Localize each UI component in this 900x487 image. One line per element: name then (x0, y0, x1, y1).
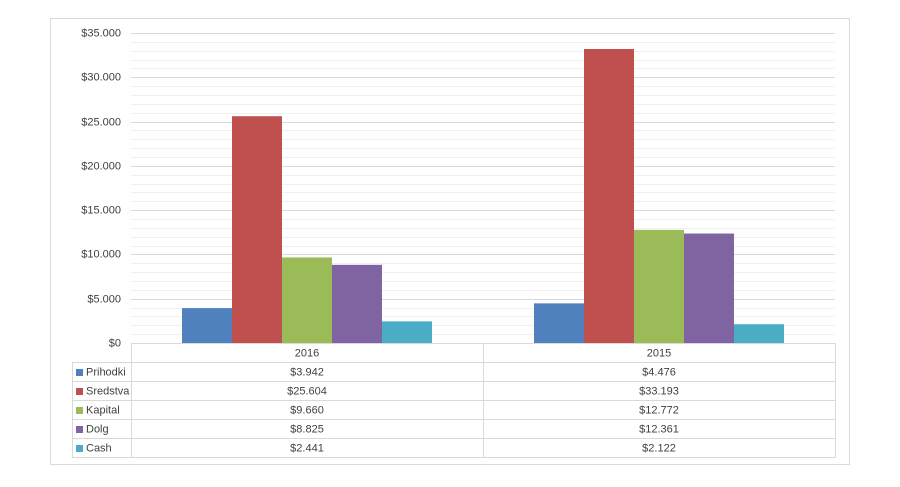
y-tick-label: $25.000 (81, 116, 121, 128)
bar (232, 116, 282, 344)
legend-key (76, 426, 83, 433)
table-value: $3.942 (290, 366, 324, 378)
bar (684, 233, 734, 343)
legend-label: Cash (86, 442, 112, 454)
bar (332, 264, 382, 343)
y-tick-label: $30.000 (81, 71, 121, 83)
bar (182, 308, 232, 343)
bar (584, 49, 634, 344)
table-value: $9.660 (290, 404, 324, 416)
table-value: $12.772 (639, 404, 679, 416)
bar (382, 321, 432, 343)
y-tick-label: $0 (109, 337, 121, 349)
y-tick-label: $20.000 (81, 160, 121, 172)
legend-label: Sredstva (86, 385, 130, 397)
legend-key (76, 407, 83, 414)
legend-key (76, 388, 83, 395)
x-tick-label: 2016 (295, 347, 319, 359)
table-value: $4.476 (642, 366, 676, 378)
bar (634, 229, 684, 343)
legend-label: Kapital (86, 404, 120, 416)
bar (282, 257, 332, 343)
table-value: $12.361 (639, 423, 679, 435)
bar (734, 324, 784, 343)
table-value: $2.122 (642, 442, 676, 454)
legend-label: Prihodki (86, 366, 126, 378)
legend-label: Dolg (86, 423, 109, 435)
y-tick-label: $15.000 (81, 204, 121, 216)
table-value: $33.193 (639, 385, 679, 397)
legend-key (76, 445, 83, 452)
table-value: $8.825 (290, 423, 324, 435)
x-tick-label: 2015 (647, 347, 671, 359)
table-value: $2.441 (290, 442, 324, 454)
y-tick-label: $35.000 (81, 27, 121, 39)
legend-key (76, 369, 83, 376)
y-tick-label: $10.000 (81, 248, 121, 260)
table-value: $25.604 (287, 385, 327, 397)
y-tick-label: $5.000 (87, 293, 121, 305)
bar (534, 303, 584, 343)
